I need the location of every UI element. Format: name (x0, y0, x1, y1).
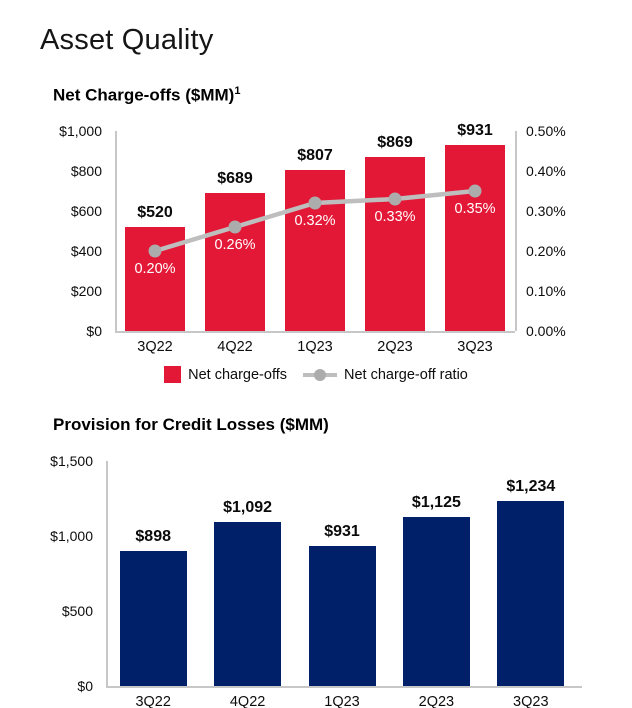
left-axis-tick-label: $800 (70, 163, 102, 179)
left-axis-tick-label: $500 (61, 603, 93, 619)
category-label: 1Q23 (324, 694, 360, 708)
bottom-axis-line (106, 686, 582, 688)
bar (365, 157, 425, 331)
ratio-value-label: 0.33% (374, 209, 416, 225)
bar-value-label: $807 (297, 146, 333, 164)
net-charge-offs-chart: $1,000 $800 $600 $400 $200 $0 0.50% 0.40% 0.30% 0… (0, 118, 632, 364)
left-axis-tick-label: $200 (70, 283, 102, 299)
bar (285, 169, 345, 331)
ratio-value-label: 0.26% (214, 237, 256, 253)
line-marker-swatch-icon (303, 368, 337, 382)
bar-value-label: $869 (377, 134, 413, 152)
category-label: 3Q23 (457, 339, 493, 355)
left-axis-line (106, 461, 108, 686)
bar (402, 517, 470, 686)
chart1-title: Net Charge-offs ($MM)1 (53, 85, 240, 106)
bar (205, 193, 265, 331)
right-axis-tick-label: 0.50% (526, 123, 566, 139)
ratio-value-label: 0.35% (454, 201, 496, 217)
page-title: Asset Quality (40, 24, 214, 56)
left-axis-tick-label: $400 (70, 243, 102, 259)
bottom-axis-line (115, 331, 515, 333)
category-label: 3Q22 (137, 339, 173, 355)
category-label: 3Q22 (135, 694, 171, 708)
chart2-title: Provision for Credit Losses ($MM) (53, 415, 329, 434)
category-label: 4Q22 (217, 339, 253, 355)
left-axis-line (115, 131, 117, 331)
category-label: 3Q23 (513, 694, 549, 708)
category-label: 2Q23 (377, 339, 413, 355)
bar-value-label: $931 (457, 121, 493, 139)
bar (119, 551, 187, 686)
right-axis-tick-label: 0.30% (526, 203, 566, 219)
right-axis-tick-label: 0.00% (526, 323, 566, 339)
ratio-value-label: 0.20% (134, 261, 176, 277)
chart1-footnote-marker: 1 (234, 85, 241, 97)
left-axis-tick-label: $1,000 (59, 123, 102, 139)
bar-value-label: $689 (217, 170, 253, 188)
provision-for-credit-losses-chart: $1,500 $1,000 $500 $0 $898 $1,092 $931 $1,125 $1… (0, 443, 632, 708)
legend-label: Net charge-offs (188, 366, 287, 383)
bar-value-label: $898 (135, 528, 171, 546)
ratio-value-label: 0.32% (294, 213, 336, 229)
right-axis-line (515, 131, 517, 331)
right-axis-tick-label: 0.10% (526, 283, 566, 299)
bar-value-label: $520 (137, 204, 173, 221)
bar (214, 522, 282, 686)
bar-value-label: $931 (324, 523, 360, 541)
bar (497, 500, 565, 686)
bar-value-label: $1,125 (411, 494, 461, 512)
bar (125, 227, 185, 331)
bar-swatch-icon (164, 366, 182, 383)
chart1-title-text: Net Charge-offs ($MM) (53, 85, 235, 105)
chart1-legend: Net charge-offs Net charge-off ratio (0, 366, 632, 383)
legend-item-net-charge-off-ratio: Net charge-off ratio (303, 367, 468, 383)
left-axis-tick-label: $0 (77, 678, 93, 694)
legend-label: Net charge-off ratio (344, 366, 468, 383)
bar-value-label: $1,092 (223, 499, 273, 517)
right-axis-tick-label: 0.20% (526, 243, 566, 259)
bar (308, 546, 376, 686)
bar-value-label: $1,234 (506, 477, 556, 495)
category-label: 2Q23 (418, 694, 455, 708)
bar (445, 144, 505, 331)
left-axis-tick-label: $1,000 (50, 528, 93, 544)
left-axis-tick-label: $1,500 (50, 453, 93, 469)
right-axis-tick-label: 0.40% (526, 163, 566, 179)
left-axis-tick-label: $600 (70, 203, 102, 219)
category-label: 1Q23 (297, 339, 333, 355)
category-label: 4Q22 (229, 694, 266, 708)
left-axis-tick-label: $0 (86, 323, 102, 339)
legend-item-net-charge-offs: Net charge-offs (164, 366, 287, 383)
